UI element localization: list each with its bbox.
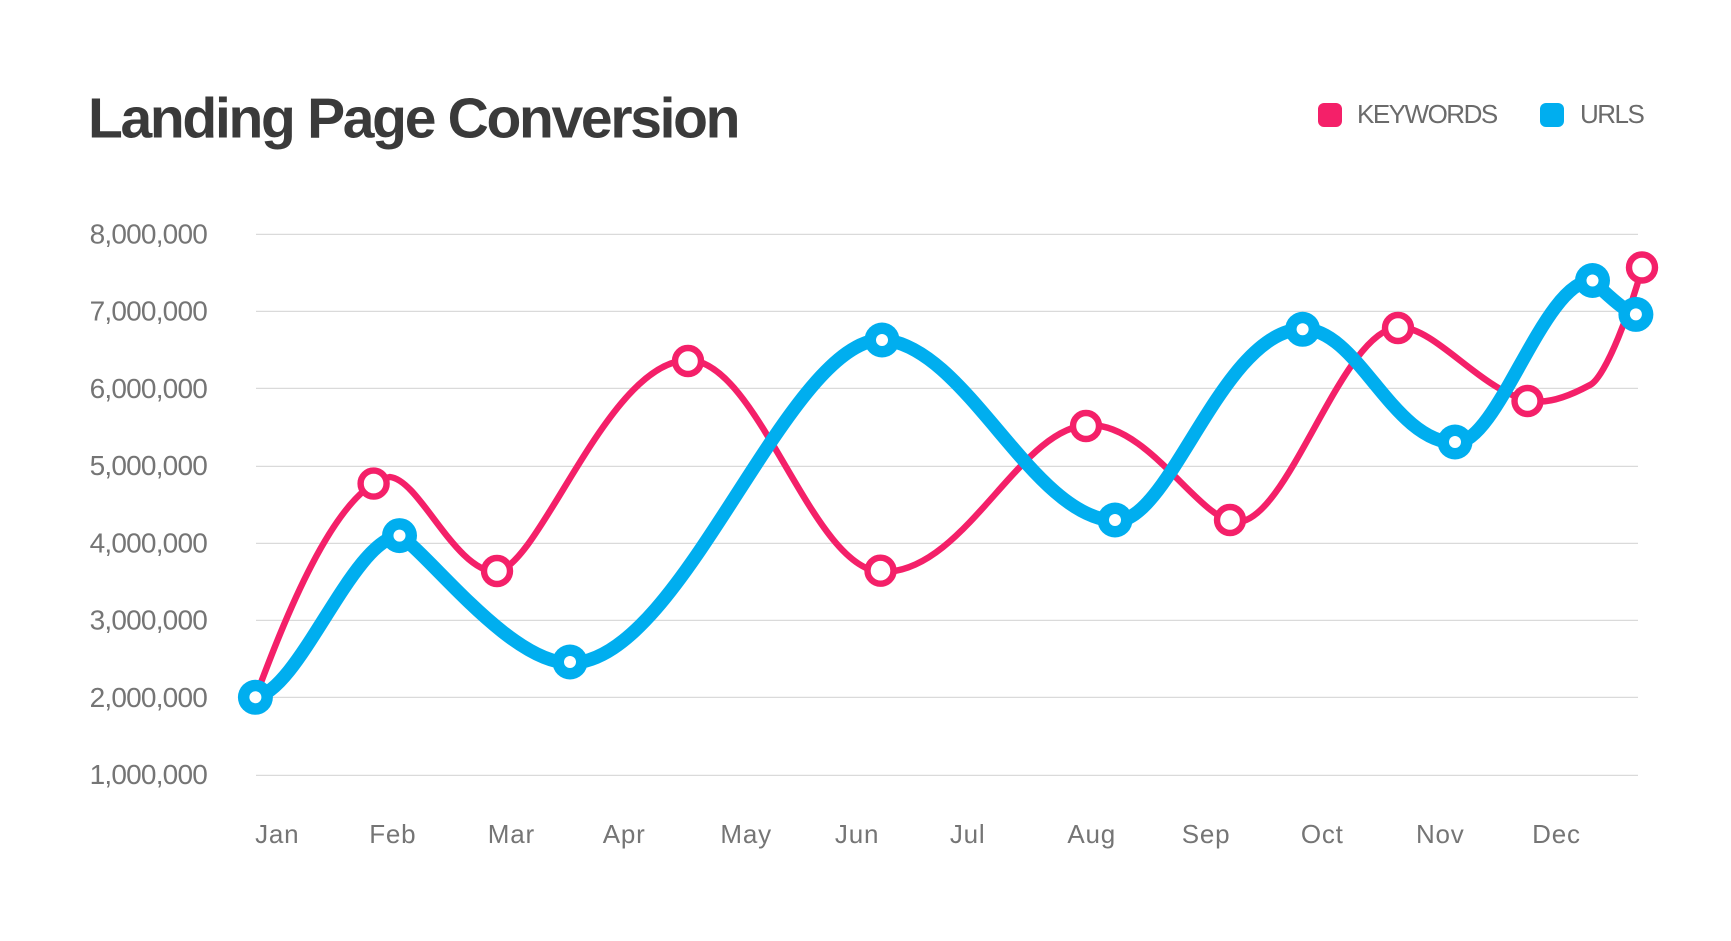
svg-text:Jun: Jun	[835, 819, 879, 849]
svg-text:3,000,000: 3,000,000	[90, 605, 208, 636]
svg-text:Feb: Feb	[369, 819, 416, 849]
svg-text:Sep: Sep	[1182, 819, 1231, 849]
svg-text:5,000,000: 5,000,000	[90, 450, 208, 481]
svg-text:URLS: URLS	[1580, 99, 1645, 129]
svg-text:Landing Page Conversion: Landing Page Conversion	[88, 87, 738, 151]
svg-text:May: May	[720, 819, 772, 849]
svg-text:6,000,000: 6,000,000	[90, 373, 208, 404]
svg-text:1,000,000: 1,000,000	[90, 759, 208, 790]
svg-text:Aug: Aug	[1067, 819, 1116, 849]
svg-text:8,000,000: 8,000,000	[90, 218, 208, 249]
svg-text:Mar: Mar	[488, 819, 535, 849]
svg-text:4,000,000: 4,000,000	[90, 527, 208, 558]
svg-text:Apr: Apr	[603, 819, 646, 849]
svg-text:7,000,000: 7,000,000	[90, 296, 208, 327]
svg-text:Nov: Nov	[1416, 819, 1465, 849]
svg-text:Oct: Oct	[1301, 819, 1344, 849]
svg-text:Jan: Jan	[255, 819, 299, 849]
svg-text:2,000,000: 2,000,000	[90, 682, 208, 713]
svg-text:Jul: Jul	[950, 819, 986, 849]
svg-text:Dec: Dec	[1532, 819, 1581, 849]
svg-text:KEYWORDS: KEYWORDS	[1357, 99, 1498, 129]
